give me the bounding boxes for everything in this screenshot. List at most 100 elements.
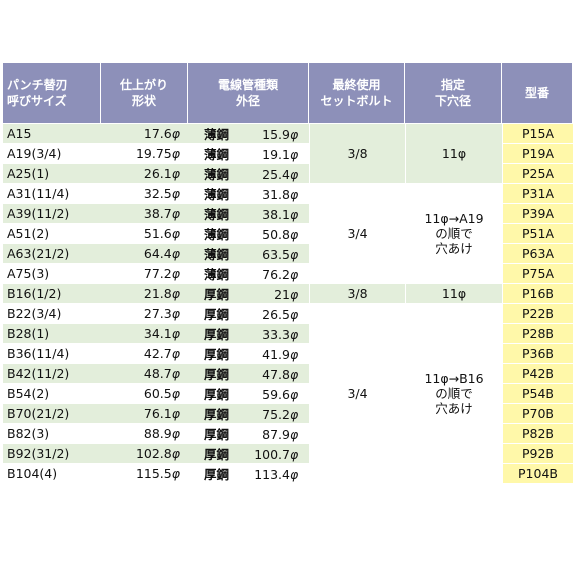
table-row: A39(11/2) 38.7φ 薄鋼 38.1φ P39A (3, 203, 573, 223)
header-punch-size: パンチ替刃 呼びサイズ (3, 63, 101, 123)
table-row: B36(11/4) 42.7φ 厚鋼 41.9φ P36B (3, 343, 573, 363)
finish-diameter-value: 32.5 (143, 186, 172, 201)
model-number-cell: P42B (502, 363, 573, 383)
table-row: A51(2) 51.6φ 薄鋼 50.8φ P51A (3, 223, 573, 243)
conduit-cell: 薄鋼 31.8φ (188, 183, 309, 203)
pilot-hole-line: の順で (435, 386, 473, 401)
conduit-cell: 薄鋼 15.9φ (188, 123, 309, 143)
phi-symbol: φ (171, 186, 180, 201)
finish-diameter-cell: 38.7φ (101, 203, 188, 223)
conduit-cell: 厚鋼 100.7φ (188, 443, 309, 463)
model-number-cell: P82B (502, 423, 573, 443)
table-row: B16(1/2) 21.8φ 厚鋼 21φ 3/8 11φ P16B (3, 283, 573, 303)
conduit-material: 厚鋼 (204, 287, 230, 302)
conduit-diameter: 76.2 (262, 267, 290, 282)
finish-diameter-cell: 88.9φ (101, 423, 188, 443)
model-number-cell: P51A (502, 223, 573, 243)
table-row: A25(1) 26.1φ 薄鋼 25.4φ P25A (3, 163, 573, 183)
punch-size-cell: B36(11/4) (3, 343, 101, 363)
model-number-cell: P75A (502, 263, 573, 283)
conduit-diameter: 21 (274, 287, 290, 302)
model-number-cell: P63A (502, 243, 573, 263)
conduit-material: 厚鋼 (204, 367, 230, 382)
conduit-diameter: 33.3 (262, 327, 290, 342)
phi-symbol: φ (290, 227, 299, 242)
finish-diameter-cell: 76.1φ (101, 403, 188, 423)
conduit-cell: 厚鋼 33.3φ (188, 323, 309, 343)
punch-size-cell: A25(1) (3, 163, 101, 183)
conduit-cell: 厚鋼 41.9φ (188, 343, 309, 363)
conduit-material: 厚鋼 (204, 447, 230, 462)
pilot-hole-cell: 11φ (405, 283, 502, 303)
conduit-diameter: 26.5 (262, 307, 290, 322)
finish-diameter-cell: 60.5φ (101, 383, 188, 403)
conduit-cell: 薄鋼 63.5φ (188, 243, 309, 263)
punch-size-cell: A19(3/4) (3, 143, 101, 163)
punch-size-cell: A75(3) (3, 263, 101, 283)
finish-diameter-value: 48.7 (143, 366, 172, 381)
conduit-material: 厚鋼 (204, 327, 230, 342)
model-number-cell: P92B (502, 443, 573, 463)
conduit-material: 厚鋼 (204, 407, 230, 422)
table-row: A63(21/2) 64.4φ 薄鋼 63.5φ P63A (3, 243, 573, 263)
finish-diameter-value: 19.75 (135, 146, 172, 161)
phi-symbol: φ (290, 267, 299, 282)
punch-size-cell: A39(11/2) (3, 203, 101, 223)
conduit-diameter: 75.2 (262, 407, 290, 422)
conduit-diameter: 31.8 (262, 187, 290, 202)
table-row: B42(11/2) 48.7φ 厚鋼 47.8φ P42B (3, 363, 573, 383)
punch-size-cell: B28(1) (3, 323, 101, 343)
finish-diameter-value: 42.7 (143, 346, 172, 361)
finish-diameter-cell: 48.7φ (101, 363, 188, 383)
conduit-cell: 厚鋼 59.6φ (188, 383, 309, 403)
finish-diameter-cell: 21.8φ (101, 283, 188, 303)
conduit-diameter: 63.5 (262, 247, 290, 262)
conduit-material: 薄鋼 (204, 167, 230, 182)
conduit-cell: 薄鋼 25.4φ (188, 163, 309, 183)
header-pilot-hole: 指定 下穴径 (405, 63, 502, 123)
table-row: B92(31/2) 102.8φ 厚鋼 100.7φ P92B (3, 443, 573, 463)
phi-symbol: φ (171, 446, 180, 461)
finish-diameter-cell: 27.3φ (101, 303, 188, 323)
pilot-hole-line: の順で (435, 226, 473, 241)
phi-symbol: φ (290, 387, 299, 402)
conduit-cell: 厚鋼 26.5φ (188, 303, 309, 323)
conduit-cell: 薄鋼 50.8φ (188, 223, 309, 243)
model-number-cell: P28B (502, 323, 573, 343)
phi-symbol: φ (171, 206, 180, 221)
finish-diameter-cell: 77.2φ (101, 263, 188, 283)
punch-size-cell: A15 (3, 123, 101, 143)
finish-diameter-cell: 26.1φ (101, 163, 188, 183)
model-number-cell: P25A (502, 163, 573, 183)
pilot-hole-line: 11φ (441, 146, 467, 161)
set-bolt-cell: 3/4 (309, 303, 405, 483)
finish-diameter-value: 21.8 (143, 286, 172, 301)
finish-diameter-value: 26.1 (143, 166, 172, 181)
set-bolt-cell: 3/8 (309, 123, 405, 183)
table-body: A15 17.6φ 薄鋼 15.9φ 3/8 11φ P15A A19(3/4) 19.75φ 薄… (3, 123, 573, 483)
phi-symbol: φ (290, 287, 299, 302)
finish-diameter-value: 51.6 (143, 226, 172, 241)
model-number-cell: P22B (502, 303, 573, 323)
finish-diameter-value: 115.5 (135, 466, 172, 481)
table-row: A19(3/4) 19.75φ 薄鋼 19.1φ P19A (3, 143, 573, 163)
conduit-diameter: 47.8 (262, 367, 290, 382)
header-set-bolt: 最終使用 セットボルト (309, 63, 405, 123)
phi-symbol: φ (171, 286, 180, 301)
conduit-material: 薄鋼 (204, 187, 230, 202)
finish-diameter-cell: 32.5φ (101, 183, 188, 203)
phi-symbol: φ (171, 246, 180, 261)
conduit-cell: 厚鋼 75.2φ (188, 403, 309, 423)
finish-diameter-value: 27.3 (143, 306, 172, 321)
finish-diameter-value: 102.8 (135, 446, 172, 461)
conduit-cell: 厚鋼 21φ (188, 283, 309, 303)
pilot-hole-line: 11φ→A19 (424, 211, 484, 226)
phi-symbol: φ (171, 166, 180, 181)
phi-symbol: φ (171, 406, 180, 421)
phi-symbol: φ (290, 467, 299, 482)
conduit-material: 薄鋼 (204, 227, 230, 242)
conduit-diameter: 41.9 (262, 347, 290, 362)
table-row: B70(21/2) 76.1φ 厚鋼 75.2φ P70B (3, 403, 573, 423)
conduit-material: 厚鋼 (204, 387, 230, 402)
model-number-cell: P36B (502, 343, 573, 363)
